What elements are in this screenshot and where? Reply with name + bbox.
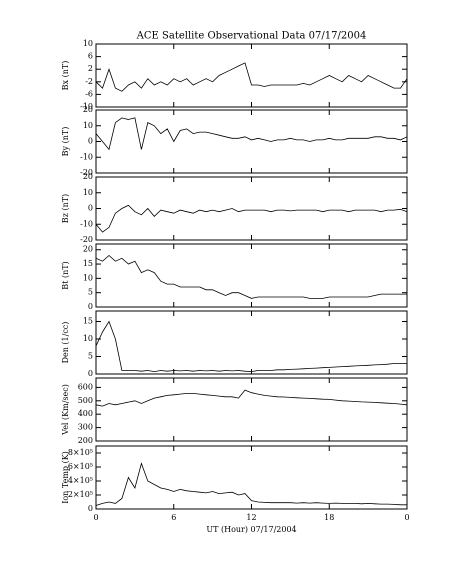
y-tick-label: 0 — [88, 204, 93, 213]
x-tick-label: 12 — [246, 513, 256, 522]
data-line — [95, 462, 407, 506]
y-tick-label: 10 — [83, 273, 93, 282]
y-tick-label: -20 — [80, 235, 93, 244]
y-tick-label: 5 — [88, 352, 93, 361]
y-tick-label: 500 — [78, 396, 93, 405]
plot-frame — [95, 445, 408, 510]
y-axis-label: Bx (nT) — [61, 61, 70, 91]
data-line — [95, 117, 408, 151]
y-tick-label: 0 — [88, 302, 93, 311]
y-tick-label: 600 — [78, 382, 93, 391]
y-tick-label: 20 — [83, 245, 93, 254]
y-tick-label: 8×10⁵ — [68, 448, 93, 457]
y-axis-label: Bz (nT) — [61, 194, 70, 223]
data-line — [95, 204, 408, 233]
y-axis-label: By (nT) — [61, 127, 70, 157]
y-tick-label: 6 — [88, 52, 93, 61]
x-tick-label: 0 — [404, 513, 409, 522]
plot-frame — [95, 377, 408, 442]
y-tick-label: 6×10⁵ — [68, 462, 93, 471]
x-axis-label: UT (Hour) 07/17/2004 — [206, 525, 296, 534]
y-tick-label: 200 — [78, 436, 93, 445]
y-tick-label: -10 — [80, 152, 93, 161]
y-tick-label: -10 — [80, 102, 93, 111]
y-tick-label: 10 — [83, 188, 93, 197]
data-line — [95, 320, 407, 373]
x-tick-label: 0 — [93, 513, 98, 522]
plot-frame — [95, 109, 408, 174]
y-tick-label: 2 — [88, 64, 93, 73]
y-tick-label: 10 — [83, 39, 93, 48]
y-axis-label: Vel (Km/sec) — [61, 384, 70, 436]
y-tick-label: 4×10⁵ — [68, 476, 93, 485]
y-tick-label: -6 — [85, 89, 93, 98]
plot-frame — [95, 243, 408, 308]
y-tick-label: 10 — [83, 334, 93, 343]
y-tick-label: -10 — [80, 219, 93, 228]
y-tick-label: -20 — [80, 168, 93, 177]
plot-frame — [95, 310, 408, 375]
y-axis-label: Bt (nT) — [61, 261, 70, 289]
y-tick-label: -2 — [85, 77, 93, 86]
y-tick-label: 10 — [83, 121, 93, 130]
plot-frame — [95, 176, 408, 241]
y-axis-label: Den (1/cc) — [61, 322, 70, 364]
y-tick-label: 20 — [83, 172, 93, 181]
chart-title: ACE Satellite Observational Data 07/17/2… — [136, 31, 367, 42]
y-tick-label: 0 — [88, 137, 93, 146]
y-tick-label: 300 — [78, 423, 93, 432]
x-tick-label: 18 — [324, 513, 334, 522]
data-line — [95, 389, 408, 407]
y-tick-label: 15 — [83, 317, 93, 326]
y-tick-label: 0 — [88, 504, 93, 513]
y-axis-label: Ion Temp (K) — [61, 451, 70, 504]
y-tick-label: 0 — [88, 369, 93, 378]
y-tick-label: 400 — [78, 409, 93, 418]
y-tick-label: 5 — [88, 288, 93, 297]
y-tick-label: 20 — [83, 105, 93, 114]
y-tick-label: 2×10⁵ — [68, 490, 93, 499]
data-line — [95, 62, 408, 92]
y-tick-label: 15 — [83, 259, 93, 268]
plot-frame — [95, 43, 408, 108]
data-line — [95, 254, 407, 299]
x-tick-label: 6 — [171, 513, 176, 522]
